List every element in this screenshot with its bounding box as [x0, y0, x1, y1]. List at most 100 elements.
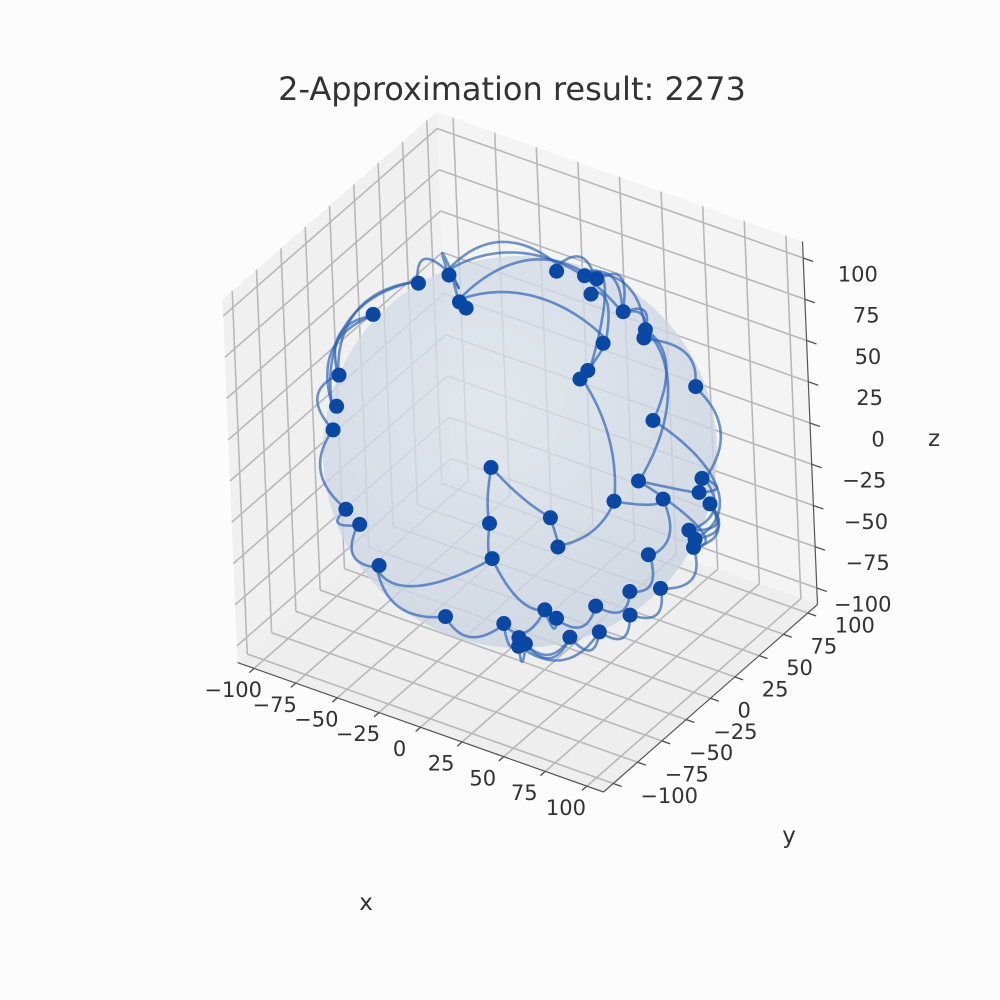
tour-edge — [336, 280, 419, 377]
data-point — [441, 267, 457, 283]
z-axis-label: z — [928, 426, 940, 452]
data-point — [580, 363, 596, 378]
z-tick-mark — [813, 504, 824, 510]
tour-edge — [693, 385, 723, 481]
tour-edge — [637, 328, 670, 483]
z-tick-mark — [811, 463, 822, 469]
tour-edge — [651, 419, 722, 541]
y-tick-label: −25 — [713, 720, 757, 744]
z-tick-mark — [816, 587, 828, 593]
data-point — [352, 516, 368, 532]
data-point — [549, 610, 564, 626]
x-tick-mark — [456, 741, 463, 747]
x-tick-label: −75 — [253, 693, 297, 717]
grid-line — [440, 210, 807, 342]
data-point — [655, 491, 671, 507]
tour-edge — [621, 307, 649, 331]
data-point — [484, 551, 500, 567]
data-point — [549, 263, 565, 279]
x-tick-mark — [415, 726, 421, 733]
grid-line — [544, 583, 760, 773]
tour-edge — [375, 557, 494, 588]
x-tick-label: 75 — [511, 781, 538, 805]
data-point — [511, 638, 527, 654]
data-point — [636, 330, 652, 346]
data-point — [691, 485, 707, 500]
tour-points — [325, 263, 718, 654]
tour-edge — [517, 630, 601, 662]
grid-line — [743, 220, 761, 584]
tour-edge — [556, 499, 616, 548]
y-axis-label: y — [782, 823, 796, 849]
y-tick-mark — [612, 782, 622, 788]
chart-title: 2-Approximation result: 2273 — [278, 70, 746, 108]
tour-edge — [659, 546, 698, 591]
data-point — [410, 275, 426, 291]
x-axis-label: x — [359, 890, 373, 916]
y-tick-label: 100 — [835, 613, 875, 637]
y-tick-mark — [661, 740, 671, 745]
data-point — [622, 607, 638, 623]
y-tick-label: −75 — [665, 763, 709, 787]
data-point — [589, 271, 605, 287]
tour-edge — [318, 428, 348, 511]
data-point — [438, 609, 453, 625]
x-tick-mark — [373, 712, 380, 718]
tour-edge — [594, 590, 632, 615]
grid-line — [224, 169, 440, 358]
tour-edge — [350, 524, 378, 569]
z-tick-mark — [814, 546, 826, 551]
tour-edge — [457, 258, 597, 302]
z-tick-label: −100 — [834, 592, 892, 616]
data-point — [562, 629, 578, 645]
z-tick-mark — [809, 422, 821, 428]
grid-line — [503, 568, 719, 758]
tour-edge — [628, 587, 664, 620]
tour-edge — [555, 605, 598, 629]
data-point — [325, 422, 341, 438]
x-tick-mark — [290, 682, 297, 688]
grid-line — [785, 235, 802, 599]
y-tick-label: 75 — [811, 635, 838, 659]
z-tick-label: −50 — [844, 510, 888, 534]
x-tick-mark — [539, 770, 546, 777]
grid-line — [438, 169, 806, 300]
data-point — [338, 501, 354, 517]
data-point — [631, 473, 646, 489]
data-point — [496, 616, 512, 631]
z-tick-label: −75 — [845, 551, 889, 575]
data-point — [653, 580, 668, 596]
data-point — [681, 522, 697, 538]
y-tick-mark — [807, 612, 817, 617]
y-tick-label: 25 — [762, 677, 789, 701]
tour-edge — [325, 313, 376, 407]
tour-edge — [444, 615, 506, 639]
data-point — [622, 584, 638, 599]
data-point — [588, 598, 604, 614]
data-point — [688, 379, 704, 395]
data-point — [550, 539, 566, 555]
grid-line — [222, 127, 438, 317]
z-tick-mark — [804, 298, 816, 304]
data-point — [365, 306, 381, 322]
x-tick-mark — [248, 667, 255, 674]
z-tick-label: 25 — [856, 386, 883, 410]
data-point — [694, 470, 710, 486]
tour-edge — [489, 465, 552, 519]
tour-edge — [648, 497, 672, 558]
y-tick-mark — [710, 697, 720, 702]
tour-edge — [375, 566, 447, 619]
data-point — [591, 624, 607, 640]
y-tick-mark — [637, 761, 647, 766]
data-point — [482, 515, 497, 531]
grid-line — [226, 210, 442, 400]
z-tick-label: −25 — [842, 469, 886, 493]
y-tick-mark — [783, 633, 793, 638]
z-tick-mark — [808, 381, 819, 386]
tour-edge — [415, 257, 449, 283]
x-tick-mark — [581, 785, 588, 791]
y-tick-label: −50 — [689, 741, 733, 765]
x-tick-label: −100 — [204, 678, 262, 702]
tour-edge — [641, 337, 697, 389]
